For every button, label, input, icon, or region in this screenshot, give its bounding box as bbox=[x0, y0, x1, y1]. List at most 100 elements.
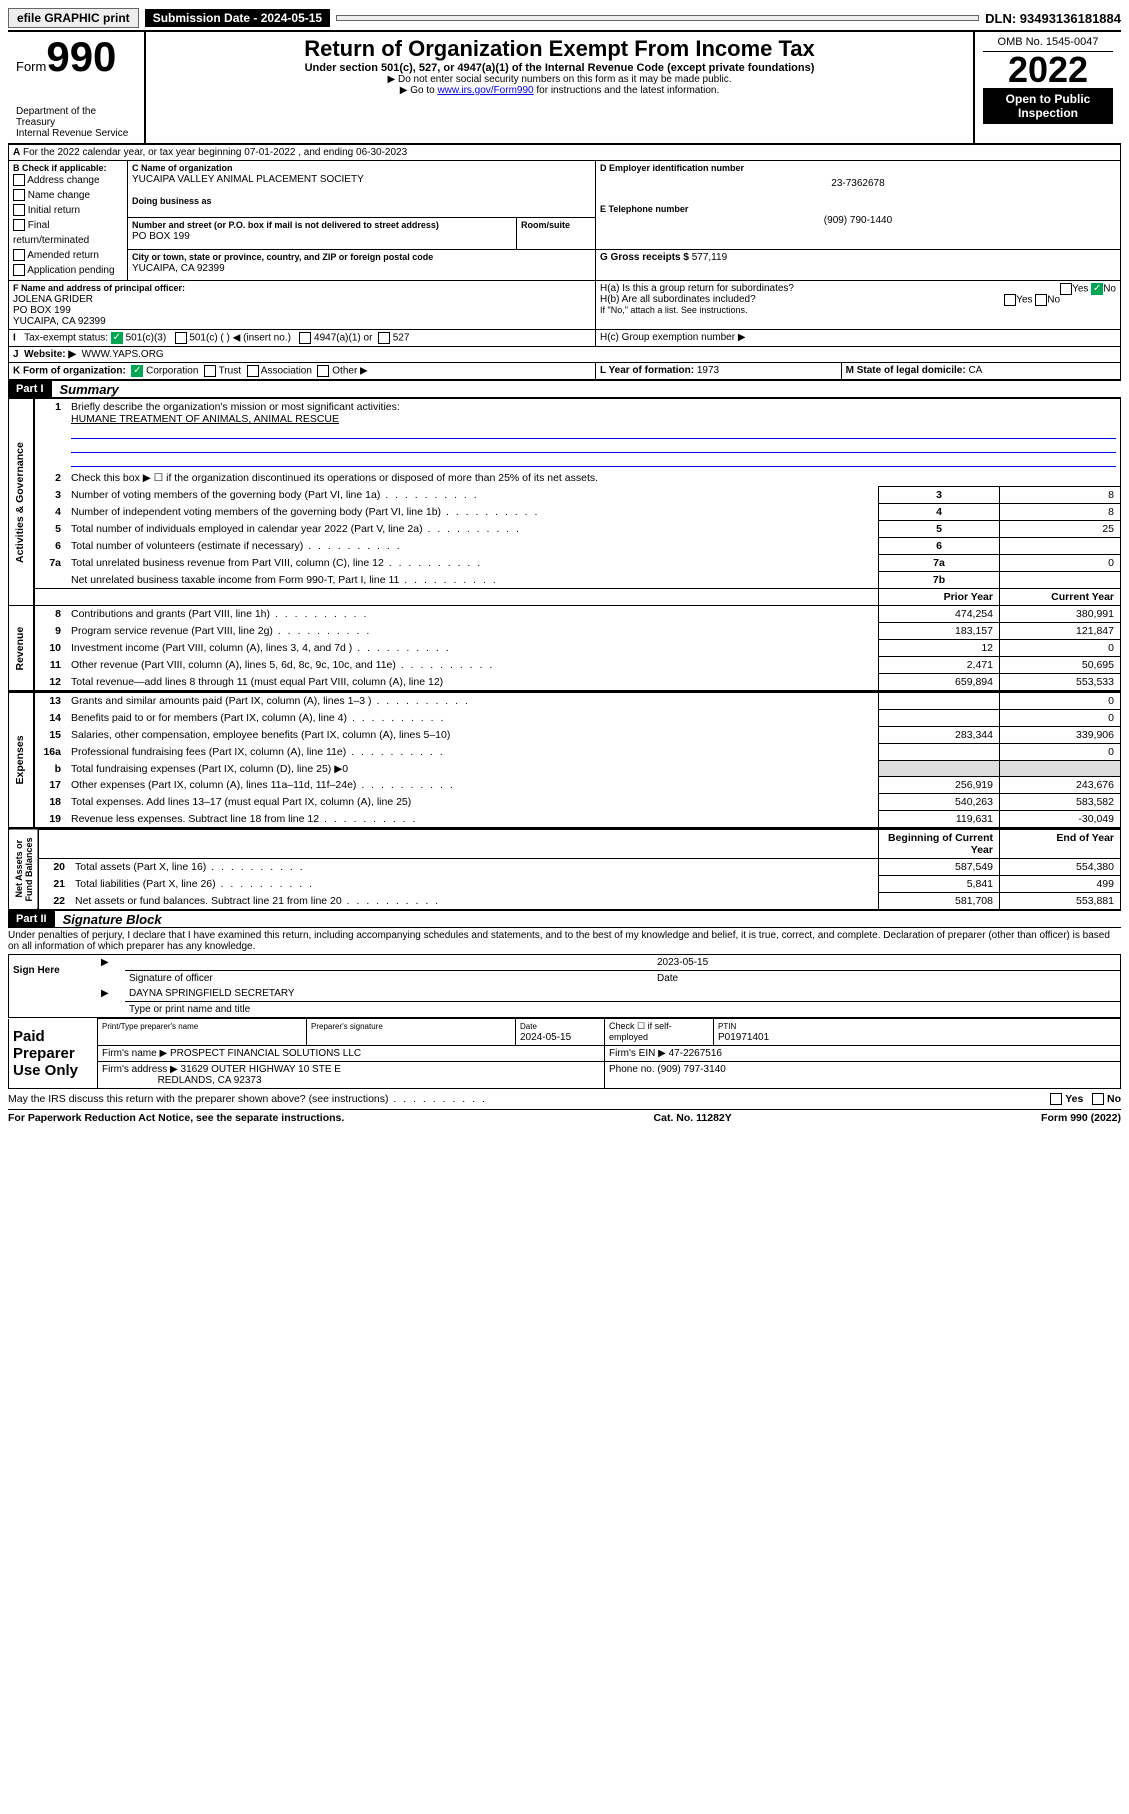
street: PO BOX 199 bbox=[132, 231, 190, 242]
discuss-no[interactable] bbox=[1092, 1093, 1104, 1105]
irs-link[interactable]: www.irs.gov/Form990 bbox=[437, 85, 533, 96]
line5: Total number of individuals employed in … bbox=[67, 521, 879, 538]
prep-phone-label: Phone no. bbox=[609, 1064, 655, 1075]
gross-receipts: 577,119 bbox=[692, 252, 727, 263]
hc-label: H(c) Group exemption number ▶ bbox=[600, 332, 746, 343]
ha-yes[interactable] bbox=[1060, 283, 1072, 295]
summary-table: Activities & Governance 1 Briefly descri… bbox=[8, 398, 1121, 606]
officer-addr2: YUCAIPA, CA 92399 bbox=[13, 316, 106, 327]
sign-block: Sign Here ▶ 2023-05-15 Signature of offi… bbox=[8, 954, 1121, 1018]
footer: For Paperwork Reduction Act Notice, see … bbox=[8, 1109, 1121, 1124]
prep-date-label2: Date bbox=[520, 1022, 537, 1031]
ptin-label: PTIN bbox=[718, 1022, 736, 1031]
topbar-spacer bbox=[336, 15, 979, 21]
form-title: Return of Organization Exempt From Incom… bbox=[154, 36, 965, 62]
cb-trust[interactable] bbox=[204, 365, 216, 377]
cb-501c[interactable] bbox=[175, 332, 187, 344]
officer-sub: Type or print name and title bbox=[125, 1002, 1121, 1018]
domicile: CA bbox=[968, 365, 982, 376]
note-link: ▶ Go to www.irs.gov/Form990 for instruct… bbox=[154, 85, 965, 96]
revenue-table: Revenue 8Contributions and grants (Part … bbox=[8, 606, 1121, 691]
l-label: L Year of formation: bbox=[600, 365, 694, 376]
line17: Other expenses (Part IX, column (A), lin… bbox=[67, 777, 879, 794]
firm-addr1: 31629 OUTER HIGHWAY 10 STE E bbox=[181, 1064, 341, 1075]
part1-header: Part I Summary bbox=[8, 380, 1121, 398]
line16b: Total fundraising expenses (Part IX, col… bbox=[67, 761, 879, 777]
line3-val: 8 bbox=[1000, 487, 1121, 504]
line2: Check this box ▶ ☐ if the organization d… bbox=[67, 470, 1121, 487]
sig-date-label: Date bbox=[653, 971, 1121, 987]
firm-name: PROSPECT FINANCIAL SOLUTIONS LLC bbox=[170, 1048, 361, 1059]
form-label: Form bbox=[16, 59, 46, 74]
phone: (909) 790-1440 bbox=[600, 215, 1116, 226]
firm-addr-label: Firm's address ▶ bbox=[102, 1064, 178, 1075]
check-self: Check ☐ if self-employed bbox=[605, 1019, 714, 1046]
ptin: P01971401 bbox=[718, 1032, 769, 1043]
m-label: M State of legal domicile: bbox=[846, 365, 966, 376]
col-prior: Prior Year bbox=[879, 589, 1000, 606]
b-checkboxes: Address change Name change Initial retur… bbox=[13, 173, 123, 278]
line11: Other revenue (Part VIII, column (A), li… bbox=[67, 657, 879, 674]
line21: Total liabilities (Part X, line 26) bbox=[71, 876, 879, 893]
hb-no[interactable] bbox=[1035, 294, 1047, 306]
mission: HUMANE TREATMENT OF ANIMALS, ANIMAL RESC… bbox=[71, 413, 339, 425]
ha-label: H(a) Is this a group return for subordin… bbox=[600, 283, 794, 294]
vlabel-expenses: Expenses bbox=[9, 692, 35, 828]
city-label: City or town, state or province, country… bbox=[132, 252, 433, 262]
firm-ein: 47-2267516 bbox=[669, 1048, 722, 1059]
org-name: YUCAIPA VALLEY ANIMAL PLACEMENT SOCIETY bbox=[132, 174, 364, 185]
form-footer: Form 990 (2022) bbox=[1041, 1112, 1121, 1124]
cb-527[interactable] bbox=[378, 332, 390, 344]
j-label: Website: ▶ bbox=[24, 349, 76, 360]
cb-final[interactable] bbox=[13, 219, 25, 231]
cb-4947[interactable] bbox=[299, 332, 311, 344]
hb-yes[interactable] bbox=[1004, 294, 1016, 306]
officer-name: JOLENA GRIDER bbox=[13, 294, 93, 305]
pra-notice: For Paperwork Reduction Act Notice, see … bbox=[8, 1112, 344, 1124]
street-label: Number and street (or P.O. box if mail i… bbox=[132, 220, 439, 230]
cb-other[interactable] bbox=[317, 365, 329, 377]
sign-here-label: Sign Here bbox=[9, 955, 98, 987]
line5-val: 25 bbox=[1000, 521, 1121, 538]
discuss-yes[interactable] bbox=[1050, 1093, 1062, 1105]
line16a: Professional fundraising fees (Part IX, … bbox=[67, 744, 879, 761]
f-label: F Name and address of principal officer: bbox=[13, 283, 185, 293]
room-label: Room/suite bbox=[521, 220, 570, 230]
hb-label: H(b) Are all subordinates included? bbox=[600, 294, 756, 305]
line1-label: Briefly describe the organization's miss… bbox=[71, 401, 400, 413]
line22: Net assets or fund balances. Subtract li… bbox=[71, 893, 879, 910]
form-header: Form990 Department of the Treasury Inter… bbox=[8, 30, 1121, 145]
efile-print-btn[interactable]: efile GRAPHIC print bbox=[8, 8, 139, 28]
part2-header: Part II Signature Block bbox=[8, 910, 1121, 928]
prep-name-label: Print/Type preparer's name bbox=[102, 1022, 198, 1031]
cb-address[interactable] bbox=[13, 174, 25, 186]
cb-initial[interactable] bbox=[13, 204, 25, 216]
dept-treasury: Department of the Treasury Internal Reve… bbox=[16, 106, 136, 139]
ha-no[interactable]: ✓ bbox=[1091, 283, 1103, 295]
cb-name[interactable] bbox=[13, 189, 25, 201]
g-label: G Gross receipts $ bbox=[600, 252, 689, 263]
cb-pending[interactable] bbox=[13, 264, 25, 276]
dba-label: Doing business as bbox=[132, 196, 212, 206]
col-end: End of Year bbox=[1000, 829, 1121, 859]
line9: Program service revenue (Part VIII, line… bbox=[67, 623, 879, 640]
cb-corp[interactable]: ✓ bbox=[131, 365, 143, 377]
entity-info: A For the 2022 calendar year, or tax yea… bbox=[8, 145, 1121, 380]
c-label: C Name of organization bbox=[132, 163, 233, 173]
sig-officer-label: Signature of officer bbox=[125, 971, 653, 987]
cb-assoc[interactable] bbox=[247, 365, 259, 377]
form-subtitle: Under section 501(c), 527, or 4947(a)(1)… bbox=[154, 62, 965, 74]
cb-501c3[interactable]: ✓ bbox=[111, 332, 123, 344]
perjury-statement: Under penalties of perjury, I declare th… bbox=[8, 928, 1121, 954]
hb-note: If "No," attach a list. See instructions… bbox=[600, 305, 747, 315]
submission-date: Submission Date - 2024-05-15 bbox=[145, 9, 330, 27]
form-number: 990 bbox=[46, 33, 116, 80]
cb-amended[interactable] bbox=[13, 249, 25, 261]
note-ssn: ▶ Do not enter social security numbers o… bbox=[154, 74, 965, 85]
line10: Investment income (Part VIII, column (A)… bbox=[67, 640, 879, 657]
line7a-val: 0 bbox=[1000, 555, 1121, 572]
d-label: D Employer identification number bbox=[600, 163, 744, 173]
line20: Total assets (Part X, line 16) bbox=[71, 859, 879, 876]
line13: Grants and similar amounts paid (Part IX… bbox=[67, 692, 879, 710]
line15: Salaries, other compensation, employee b… bbox=[67, 727, 879, 744]
